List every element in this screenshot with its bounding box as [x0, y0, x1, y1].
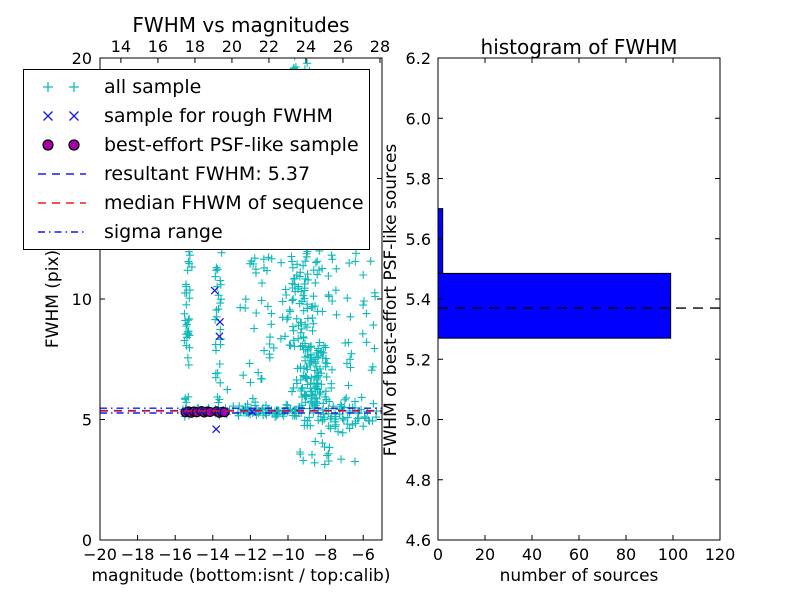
x-tick-label: 80	[616, 545, 636, 564]
histogram-bar	[438, 208, 444, 274]
top-tick-label: 14	[111, 37, 131, 56]
scatter-points-layer	[100, 58, 382, 469]
scatter-title: FWHM vs magnitudes	[132, 13, 349, 37]
legend-entry-rough-fwhm: sample for rough FWHM	[24, 101, 369, 130]
histogram-axes-frame: 0 20 40 60 80 100 120 4.6 4.8 5.0 5.2 5.4 5.6 5.8 6.0 6…	[406, 49, 736, 564]
dashed-line-icon	[38, 202, 86, 205]
legend-entry-label: resultant FWHM: 5.37	[104, 163, 311, 186]
dashdot-line-icon	[38, 231, 86, 234]
histogram-bars-layer	[438, 208, 720, 339]
scatter-xlabel: magnitude (bottom:isnt / top:calib)	[92, 566, 391, 586]
scatter-plot: −20 −18 −16 −14 −12 −10 −8 −6 14 16 18 20 22 24 26 28 0 5…	[43, 13, 390, 586]
y-tick-label: 5.4	[406, 290, 431, 309]
legend-entry-all-sample: all sample	[24, 72, 369, 101]
top-tick-label: 18	[185, 37, 205, 56]
y-tick-label: 4.6	[406, 531, 431, 550]
histogram-title: histogram of FWHM	[481, 35, 678, 59]
top-tick-label: 22	[259, 37, 279, 56]
legend-entry-label: sigma range	[104, 221, 223, 244]
y-tick-label: 5.6	[406, 230, 431, 249]
plus-marker-icon	[43, 81, 79, 92]
top-tick-label: 20	[222, 37, 242, 56]
y-tick-label: 4.8	[406, 471, 431, 490]
legend-entry-psf-sample: best-effort PSF-like sample	[24, 130, 369, 159]
x-tick-label: 60	[569, 545, 589, 564]
scatter-axes-frame: −20 −18 −16 −14 −12 −10 −8 −6 14 16 18 20 22 24 26 28 0 5…	[72, 37, 391, 564]
y-tick-label: 5.0	[406, 411, 431, 430]
y-tick-label: 6.0	[406, 109, 431, 128]
x-tick-label: 0	[433, 545, 443, 564]
legend-entry-resultant-fwhm: resultant FWHM: 5.37	[24, 160, 369, 189]
circle-marker-icon	[42, 139, 80, 151]
legend-entry-label: sample for rough FWHM	[104, 104, 333, 127]
legend-entry-label: median FHWM of sequence	[104, 192, 364, 215]
legend-entry-label: all sample	[104, 75, 202, 98]
x-tick-label: −10	[271, 545, 305, 564]
x-tick-label: −18	[121, 545, 155, 564]
histogram-plot: 0 20 40 60 80 100 120 4.6 4.8 5.0 5.2 5.4 5.6 5.8 6.0 6…	[381, 35, 735, 586]
x-marker-icon	[43, 110, 79, 121]
y-tick-label: 20	[72, 49, 92, 68]
x-tick-label: 100	[658, 545, 689, 564]
y-tick-label: 5	[82, 411, 92, 430]
legend-entry-label: best-effort PSF-like sample	[104, 133, 359, 156]
y-tick-label: 5.8	[406, 170, 431, 189]
scatter-ylabel: FWHM (pix)	[43, 250, 63, 348]
top-tick-label: 24	[296, 37, 316, 56]
x-tick-label: −6	[351, 545, 375, 564]
x-tick-label: 20	[475, 545, 495, 564]
legend-entry-median-fhwm: median FHWM of sequence	[24, 189, 369, 218]
y-tick-label: 10	[72, 290, 92, 309]
y-tick-label: 6.2	[406, 49, 431, 68]
x-tick-label: −12	[234, 545, 268, 564]
x-tick-label: −20	[83, 545, 117, 564]
x-tick-label: 40	[522, 545, 542, 564]
top-tick-label: 26	[333, 37, 353, 56]
histogram-xlabel: number of sources	[500, 566, 659, 586]
histogram-bar	[438, 272, 672, 339]
y-tick-label: 5.2	[406, 350, 431, 369]
histogram-ylabel: FWHM of best-effort PSF-like sources	[381, 144, 401, 457]
x-tick-label: −16	[158, 545, 192, 564]
x-tick-label: −14	[196, 545, 230, 564]
legend-entry-sigma-range: sigma range	[24, 218, 369, 247]
top-tick-label: 28	[370, 37, 390, 56]
top-tick-label: 16	[148, 37, 168, 56]
x-tick-label: −8	[314, 545, 338, 564]
x-tick-label: 120	[705, 545, 736, 564]
y-tick-label: 0	[82, 531, 92, 550]
legend: all sample sample for rough FWHM best-ef…	[23, 69, 370, 250]
dashed-line-icon	[38, 173, 86, 175]
